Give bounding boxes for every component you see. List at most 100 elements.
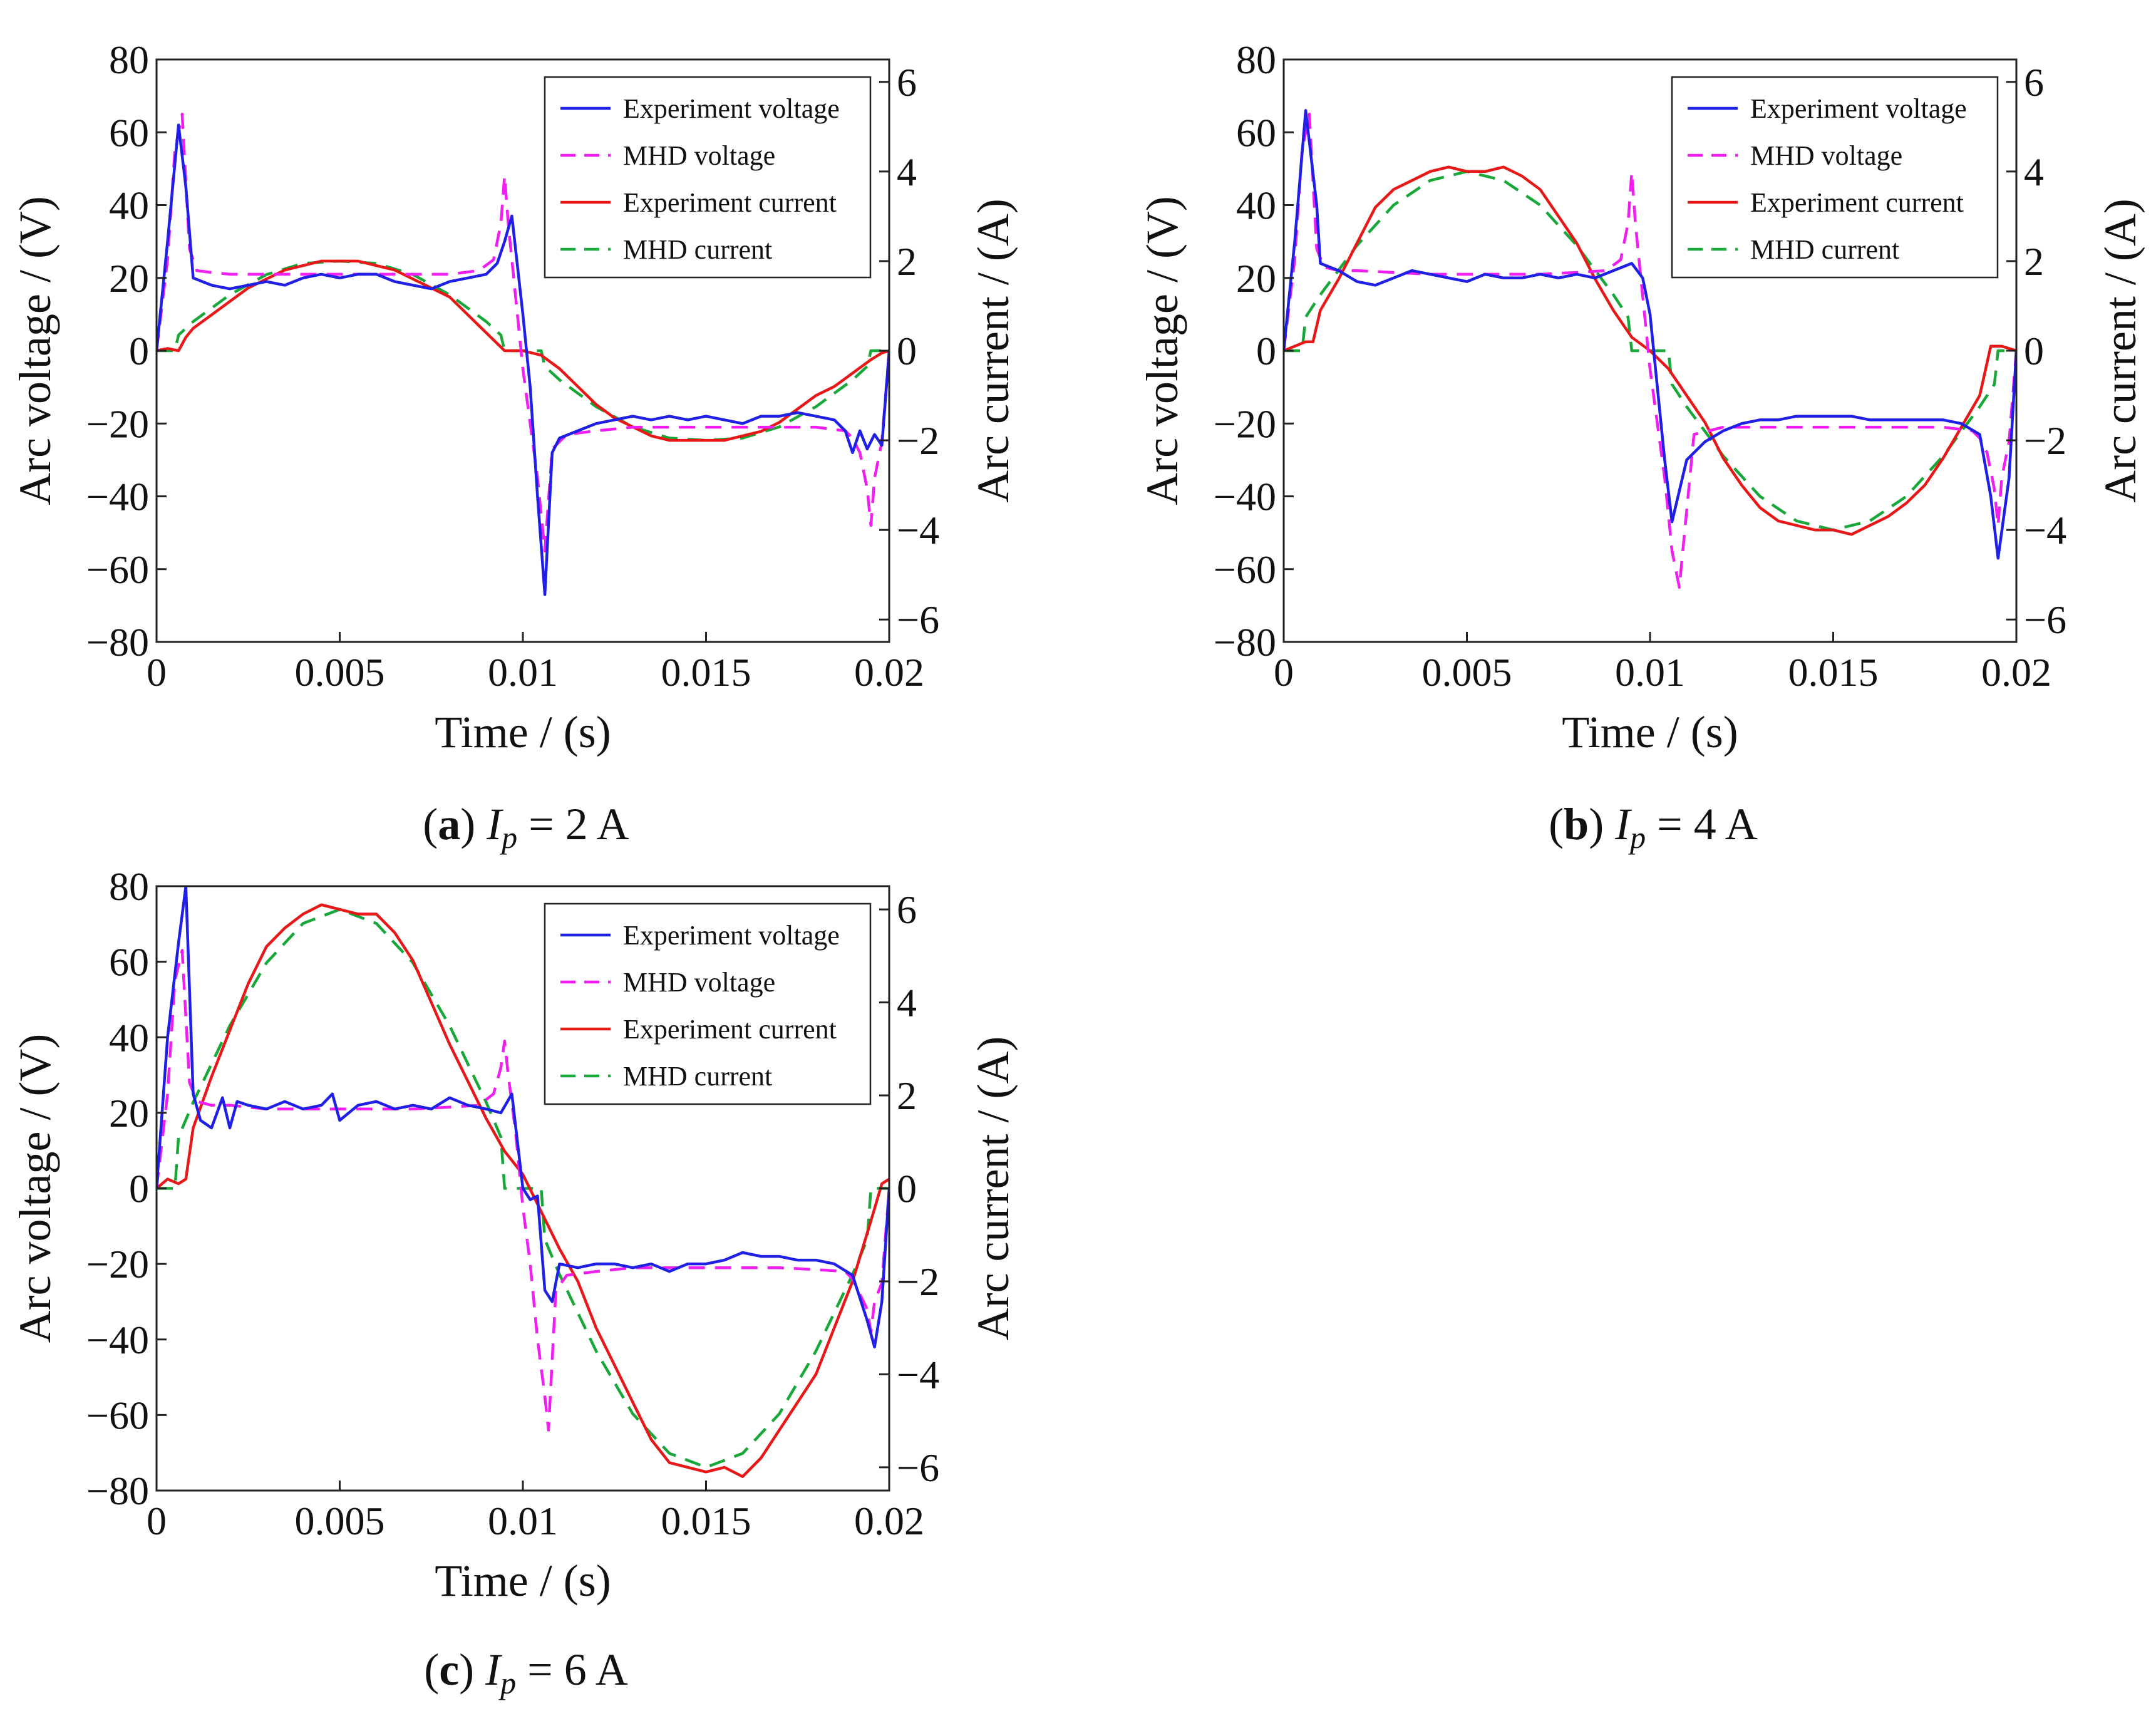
panel-c-y2-tick-label: 2	[897, 1073, 917, 1118]
panel-a-y2-axis-label: Arc current / (A)	[968, 199, 1018, 503]
panel-c-series-experiment-current	[157, 903, 889, 1478]
panel-c-y-tick-label: 0	[129, 1167, 149, 1211]
panel-b-y-tick-label: 40	[1236, 184, 1276, 228]
panel-c-y2-axis-label: Arc current / (A)	[968, 1036, 1018, 1341]
panel-c-y2-tick-label: 6	[897, 887, 917, 932]
panel-b-y2-tick-label: 4	[2024, 150, 2044, 194]
panel-a-y-axis-label: Arc voltage / (V)	[10, 196, 60, 505]
panel-b-y-tick-label: 60	[1236, 110, 1276, 155]
panel-b-series-experiment-current	[1284, 165, 2016, 536]
panel-b-x-tick-label: 0.015	[1788, 650, 1879, 695]
panel-a-y2-tick-label: 6	[897, 60, 917, 105]
panel-b-x-tick-label: 0.005	[1422, 650, 1512, 695]
panel-c-legend-label: Experiment voltage	[623, 920, 840, 951]
panel-c-y-tick-label: −40	[86, 1318, 149, 1362]
panel-a-series-experiment-voltage	[157, 123, 889, 596]
panel-b-legend-box	[1671, 76, 1999, 279]
panel-c-y2-tick-label: −6	[897, 1445, 939, 1490]
panel-c-y-tick-label: 20	[109, 1091, 149, 1135]
panel-b-series-experiment-voltage	[1284, 109, 2016, 560]
panel-b-y2-tick-label: −4	[2024, 508, 2066, 552]
panel-c: 0 0.005 0.01 0.015 0.02−80−60−40−20020406080…	[10, 864, 1018, 1700]
panel-a-y-tick-label: 20	[109, 256, 149, 301]
panel-c-legend-label: MHD current	[623, 1061, 772, 1092]
panel-b-y-axis-label: Arc voltage / (V)	[1137, 196, 1187, 505]
panel-b-y-tick-label: 80	[1236, 38, 1276, 82]
panel-a: 0 0.005 0.01 0.015 0.02−80−60−40−20020406080…	[10, 38, 1018, 855]
panel-b-x-tick-label: 0	[1274, 650, 1294, 695]
panel-a-y2-tick-label: 4	[897, 150, 917, 194]
panel-b-y-tick-label: 0	[1256, 329, 1276, 373]
panel-c-y2-tick-label: −4	[897, 1352, 939, 1397]
panel-b-y2-tick-label: −6	[2024, 597, 2066, 642]
panel-c-y2-tick-label: −2	[897, 1259, 939, 1304]
panel-a-y-tick-label: 80	[109, 38, 149, 82]
panel-c-legend-label: MHD voltage	[623, 967, 775, 998]
panel-c-y-tick-label: −60	[86, 1393, 149, 1437]
panel-b-y2-tick-label: 6	[2024, 60, 2044, 105]
panel-b-legend-label: Experiment current	[1750, 187, 1964, 218]
panel-c-legend-box	[544, 902, 872, 1105]
panel-c-series-experiment-voltage	[157, 886, 889, 1349]
panel-a-x-tick-label: 0.005	[295, 650, 385, 695]
panel-b-y-tick-label: −20	[1214, 401, 1276, 446]
panel-a-legend-label: Experiment current	[623, 187, 837, 218]
panel-b-y2-tick-label: −2	[2024, 418, 2066, 463]
panel-c-plot-area	[157, 886, 889, 1478]
panel-a-y2-tick-label: −4	[897, 508, 939, 552]
panel-b-x-tick-label: 0.01	[1615, 650, 1685, 695]
panel-a-x-tick-label: 0	[147, 650, 167, 695]
panel-a-legend-label: Experiment voltage	[623, 93, 840, 124]
panel-c-x-tick-label: 0	[147, 1499, 167, 1543]
panel-b-x-axis-label: Time / (s)	[1562, 707, 1738, 757]
panel-a-x-tick-label: 0.01	[488, 650, 558, 695]
panel-b-legend: Experiment voltage MHD voltage Experiment …	[1671, 76, 1999, 279]
panel-a-y-tick-label: 0	[129, 329, 149, 373]
panel-c-y-tick-label: 40	[109, 1015, 149, 1060]
panel-b-y-tick-label: −60	[1214, 547, 1276, 592]
panel-a-y-tick-label: −80	[86, 620, 149, 664]
panel-b-legend-label: MHD voltage	[1750, 140, 1902, 171]
panel-b-y2-axis-label: Arc current / (A)	[2095, 199, 2145, 503]
panel-b: 0 0.005 0.01 0.015 0.02−80−60−40−20020406080…	[1137, 38, 2145, 855]
panel-c-x-tick-label: 0.005	[295, 1499, 385, 1543]
panel-a-y-tick-label: 60	[109, 110, 149, 155]
panel-a-y-tick-label: 40	[109, 184, 149, 228]
panel-c-y-axis-label: Arc voltage / (V)	[10, 1034, 60, 1343]
panel-b-y-tick-label: −40	[1214, 475, 1276, 519]
panel-a-series-mhd-voltage	[157, 112, 889, 552]
panel-a-legend-label: MHD current	[623, 234, 772, 265]
panel-b-y2-tick-label: 2	[2024, 239, 2044, 284]
panel-a-plot-area	[157, 112, 889, 596]
panel-a-legend-label: MHD voltage	[623, 140, 775, 171]
panel-b-x-tick-label: 0.02	[1981, 650, 2051, 695]
panel-c-x-tick-label: 0.02	[854, 1499, 924, 1543]
panel-b-series-mhd-voltage	[1284, 112, 2016, 589]
panel-a-y2-tick-label: −6	[897, 597, 939, 642]
panel-c-y-tick-label: 80	[109, 864, 149, 909]
panel-b-caption: (b) Ip = 4 A	[1549, 799, 1758, 855]
panel-b-legend-label: Experiment voltage	[1750, 93, 1967, 124]
panel-a-y-tick-label: −60	[86, 547, 149, 592]
panel-b-legend-label: MHD current	[1750, 234, 1899, 265]
panel-a-x-axis-label: Time / (s)	[435, 707, 611, 757]
panel-a-x-tick-label: 0.02	[854, 650, 924, 695]
panel-b-y-tick-label: 20	[1236, 256, 1276, 301]
panel-b-y2-tick-label: 0	[2024, 329, 2044, 373]
panel-a-caption: (a) Ip = 2 A	[423, 799, 629, 855]
panel-a-y2-tick-label: −2	[897, 418, 939, 463]
panel-c-x-axis-label: Time / (s)	[435, 1556, 611, 1606]
panel-a-y-tick-label: −40	[86, 475, 149, 519]
panel-c-y2-tick-label: 0	[897, 1167, 917, 1211]
panel-c-y-tick-label: −20	[86, 1242, 149, 1286]
panel-c-y-tick-label: 60	[109, 940, 149, 985]
panel-c-x-tick-label: 0.015	[661, 1499, 751, 1543]
panel-b-plot-area	[1284, 109, 2016, 589]
panel-b-y-tick-label: −80	[1214, 620, 1276, 664]
panel-a-y2-tick-label: 2	[897, 239, 917, 284]
panel-a-y-tick-label: −20	[86, 401, 149, 446]
panel-a-x-tick-label: 0.015	[661, 650, 751, 695]
panel-c-x-tick-label: 0.01	[488, 1499, 558, 1543]
panel-a-y2-tick-label: 0	[897, 329, 917, 373]
